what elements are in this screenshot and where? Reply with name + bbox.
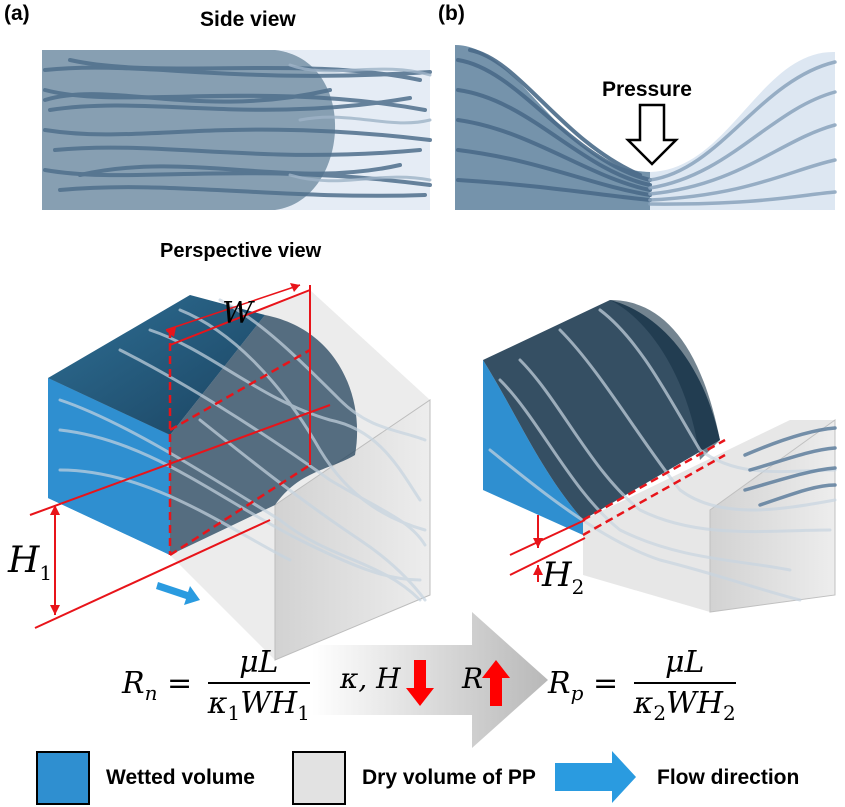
height-h2-label: H2 (542, 555, 585, 599)
r-label: R (462, 662, 484, 695)
annotation-lines-b (509, 438, 726, 582)
flow-arrow-a (156, 582, 200, 605)
legend-wetted-label: Wetted volume (106, 766, 255, 789)
legend-dry-swatch (292, 751, 346, 805)
increase-arrow-icon (482, 660, 510, 706)
perspective-block-a (29, 283, 431, 661)
panel-label-b: (b) (438, 2, 465, 25)
equation-rn: Rn = μL κ1WH1 (122, 645, 310, 725)
legend-flow-arrow-icon (555, 751, 636, 803)
panel-label-a: (a) (4, 2, 30, 25)
side-view-a (42, 50, 432, 210)
pressure-arrow-icon (624, 103, 680, 166)
side-view-title: Side view (200, 8, 296, 31)
width-label: W (222, 296, 253, 331)
pressure-label: Pressure (602, 78, 692, 101)
legend-flow-label: Flow direction (657, 766, 800, 789)
decrease-arrow-icon (406, 660, 434, 706)
perspective-view-title: Perspective view (160, 240, 322, 262)
side-view-fibers (43, 58, 432, 198)
equation-rp: Rp = μL κ2WH2 (548, 645, 736, 725)
legend-wetted-swatch (36, 751, 90, 805)
perspective-block-b (483, 300, 837, 613)
kappa-h-label: κ, H (340, 662, 401, 695)
height-h1-label: H1 (8, 540, 53, 586)
transition-arrow-icon (312, 612, 548, 748)
legend-dry-label: Dry volume of PP (362, 766, 536, 789)
annotation-lines-a (29, 284, 331, 629)
side-view-b (455, 45, 837, 210)
